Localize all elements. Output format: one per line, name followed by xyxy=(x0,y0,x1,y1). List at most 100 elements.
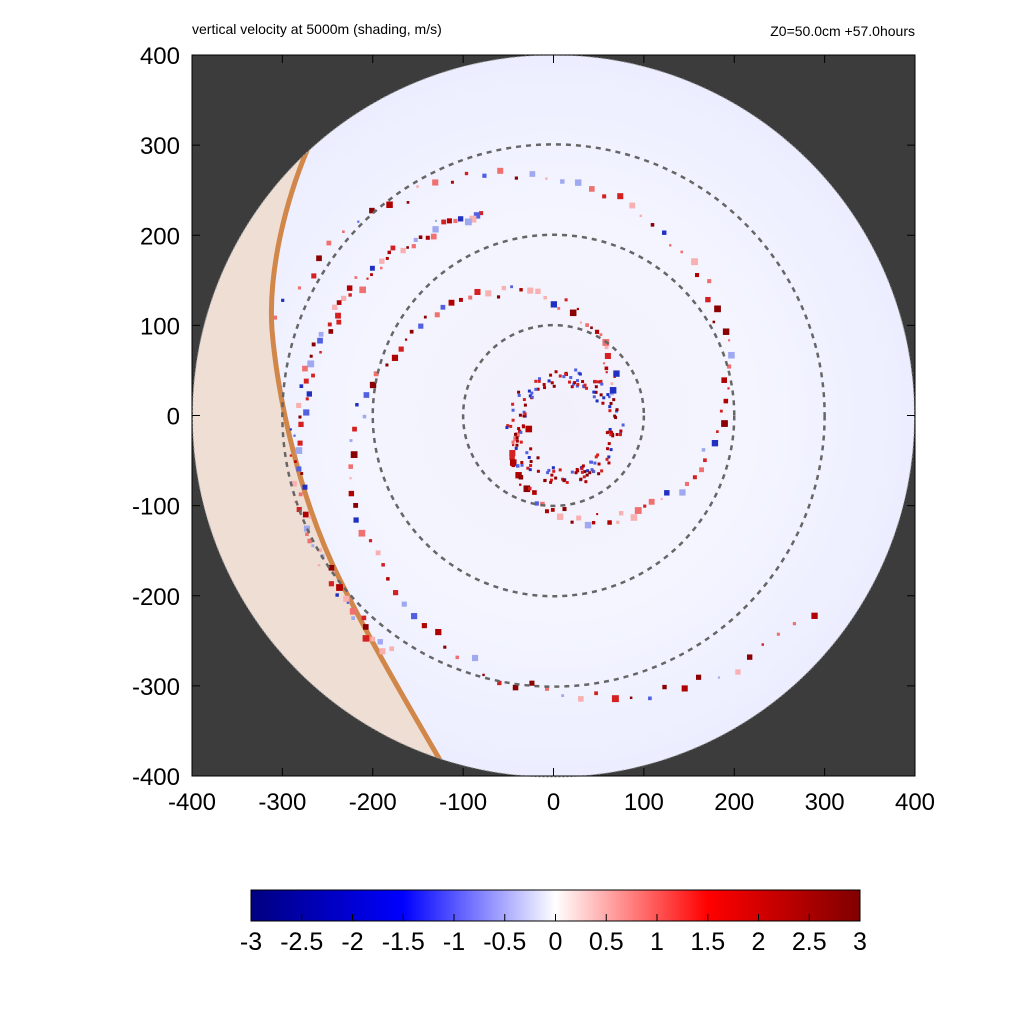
eyewall-cell xyxy=(537,379,541,383)
velocity-cell xyxy=(390,245,396,251)
velocity-cell xyxy=(306,391,312,397)
velocity-cell xyxy=(594,329,600,334)
velocity-cell xyxy=(482,673,485,677)
coastline xyxy=(268,147,443,762)
eyewall-cell xyxy=(558,374,562,378)
velocity-cell xyxy=(616,520,620,524)
eyewall-cell xyxy=(537,377,541,381)
velocity-cell xyxy=(545,177,548,180)
eyewall-cell xyxy=(505,426,509,430)
eyewall-cell xyxy=(509,424,513,428)
velocity-cell xyxy=(440,304,446,310)
eyewall-cell xyxy=(515,443,519,447)
y-tick-label: -400 xyxy=(132,764,180,791)
eyewall-cell xyxy=(615,408,619,412)
velocity-cell xyxy=(308,516,312,519)
velocity-cell xyxy=(311,544,315,548)
velocity-cell xyxy=(273,315,278,320)
velocity-cell xyxy=(302,484,308,490)
velocity-cell xyxy=(669,244,672,247)
eyewall-cell xyxy=(585,386,589,390)
velocity-cell xyxy=(348,490,355,497)
velocity-cell xyxy=(373,371,379,377)
eyewall-cell xyxy=(607,461,611,465)
eyewall-cell xyxy=(511,408,515,412)
eyewall-cell xyxy=(613,414,617,418)
velocity-cell xyxy=(464,218,472,226)
velocity-cell xyxy=(369,381,377,389)
eyewall-cell xyxy=(605,431,609,435)
velocity-cell xyxy=(650,223,655,227)
x-tick-label: -100 xyxy=(439,789,487,816)
velocity-cell xyxy=(336,584,343,591)
y-tick-label: -300 xyxy=(132,674,180,701)
velocity-cell xyxy=(349,439,353,443)
velocity-cell xyxy=(389,646,395,652)
velocity-cell xyxy=(578,696,584,702)
velocity-cell xyxy=(629,696,633,700)
velocity-cell xyxy=(643,504,647,508)
colorbar-tick-label: 3 xyxy=(853,928,867,956)
velocity-cell xyxy=(327,322,332,327)
colorbar-tick-label: -2.5 xyxy=(280,928,323,956)
eyewall-cell xyxy=(549,478,553,482)
velocity-cell xyxy=(348,464,353,469)
velocity-cell xyxy=(328,581,334,587)
velocity-cell xyxy=(518,474,524,480)
velocity-cell xyxy=(297,440,303,446)
velocity-cell xyxy=(416,185,419,188)
velocity-cell xyxy=(721,420,728,427)
velocity-cell xyxy=(421,623,427,629)
velocity-cell xyxy=(746,654,753,660)
velocity-cell xyxy=(602,362,606,365)
velocity-cell xyxy=(596,513,599,516)
eyewall-cell xyxy=(562,479,566,483)
velocity-cell xyxy=(343,595,350,602)
velocity-cell xyxy=(544,686,550,691)
velocity-cell xyxy=(362,635,370,642)
velocity-cell xyxy=(557,306,561,310)
velocity-cell xyxy=(355,403,359,407)
velocity-cell xyxy=(811,612,818,619)
velocity-cell xyxy=(691,258,699,266)
velocity-cell xyxy=(375,550,381,556)
velocity-cell xyxy=(630,514,638,521)
eyewall-cell xyxy=(528,468,532,472)
eyewall-cell xyxy=(515,439,519,443)
velocity-cell xyxy=(328,329,334,334)
eyewall-cell xyxy=(551,466,555,470)
eyewall-cell xyxy=(580,467,584,471)
velocity-cell xyxy=(607,520,612,525)
eyewall-cell xyxy=(562,375,566,379)
velocity-cell xyxy=(377,639,383,645)
velocity-cell xyxy=(458,297,463,302)
velocity-cell xyxy=(618,511,624,516)
velocity-cell xyxy=(728,339,731,342)
velocity-cell xyxy=(562,507,567,512)
velocity-cell xyxy=(509,454,515,461)
eyewall-cell xyxy=(530,391,534,395)
eyewall-cell xyxy=(521,424,525,428)
eyewall-cell xyxy=(618,433,622,437)
eyewall-cell xyxy=(522,410,526,414)
velocity-cell xyxy=(679,489,686,496)
eyewall-cell xyxy=(608,405,612,409)
velocity-cell xyxy=(363,392,370,398)
x-tick-label: -200 xyxy=(349,789,397,816)
velocity-cell xyxy=(543,295,547,300)
colorbar-tick-label: 2.5 xyxy=(792,928,827,956)
velocity-cell xyxy=(349,608,357,615)
velocity-cell xyxy=(705,296,711,303)
velocity-cell xyxy=(722,328,730,335)
x-tick-label: 100 xyxy=(624,789,664,816)
eyewall-cell xyxy=(600,382,604,386)
velocity-cell xyxy=(648,696,652,701)
eyewall-cell xyxy=(570,385,574,389)
range-ring-100 xyxy=(461,323,646,508)
eyewall-cell xyxy=(594,455,598,459)
velocity-cell xyxy=(717,676,720,679)
velocity-cell xyxy=(448,299,455,306)
eyewall-cell xyxy=(529,460,533,464)
eyewall-cell xyxy=(536,387,540,391)
